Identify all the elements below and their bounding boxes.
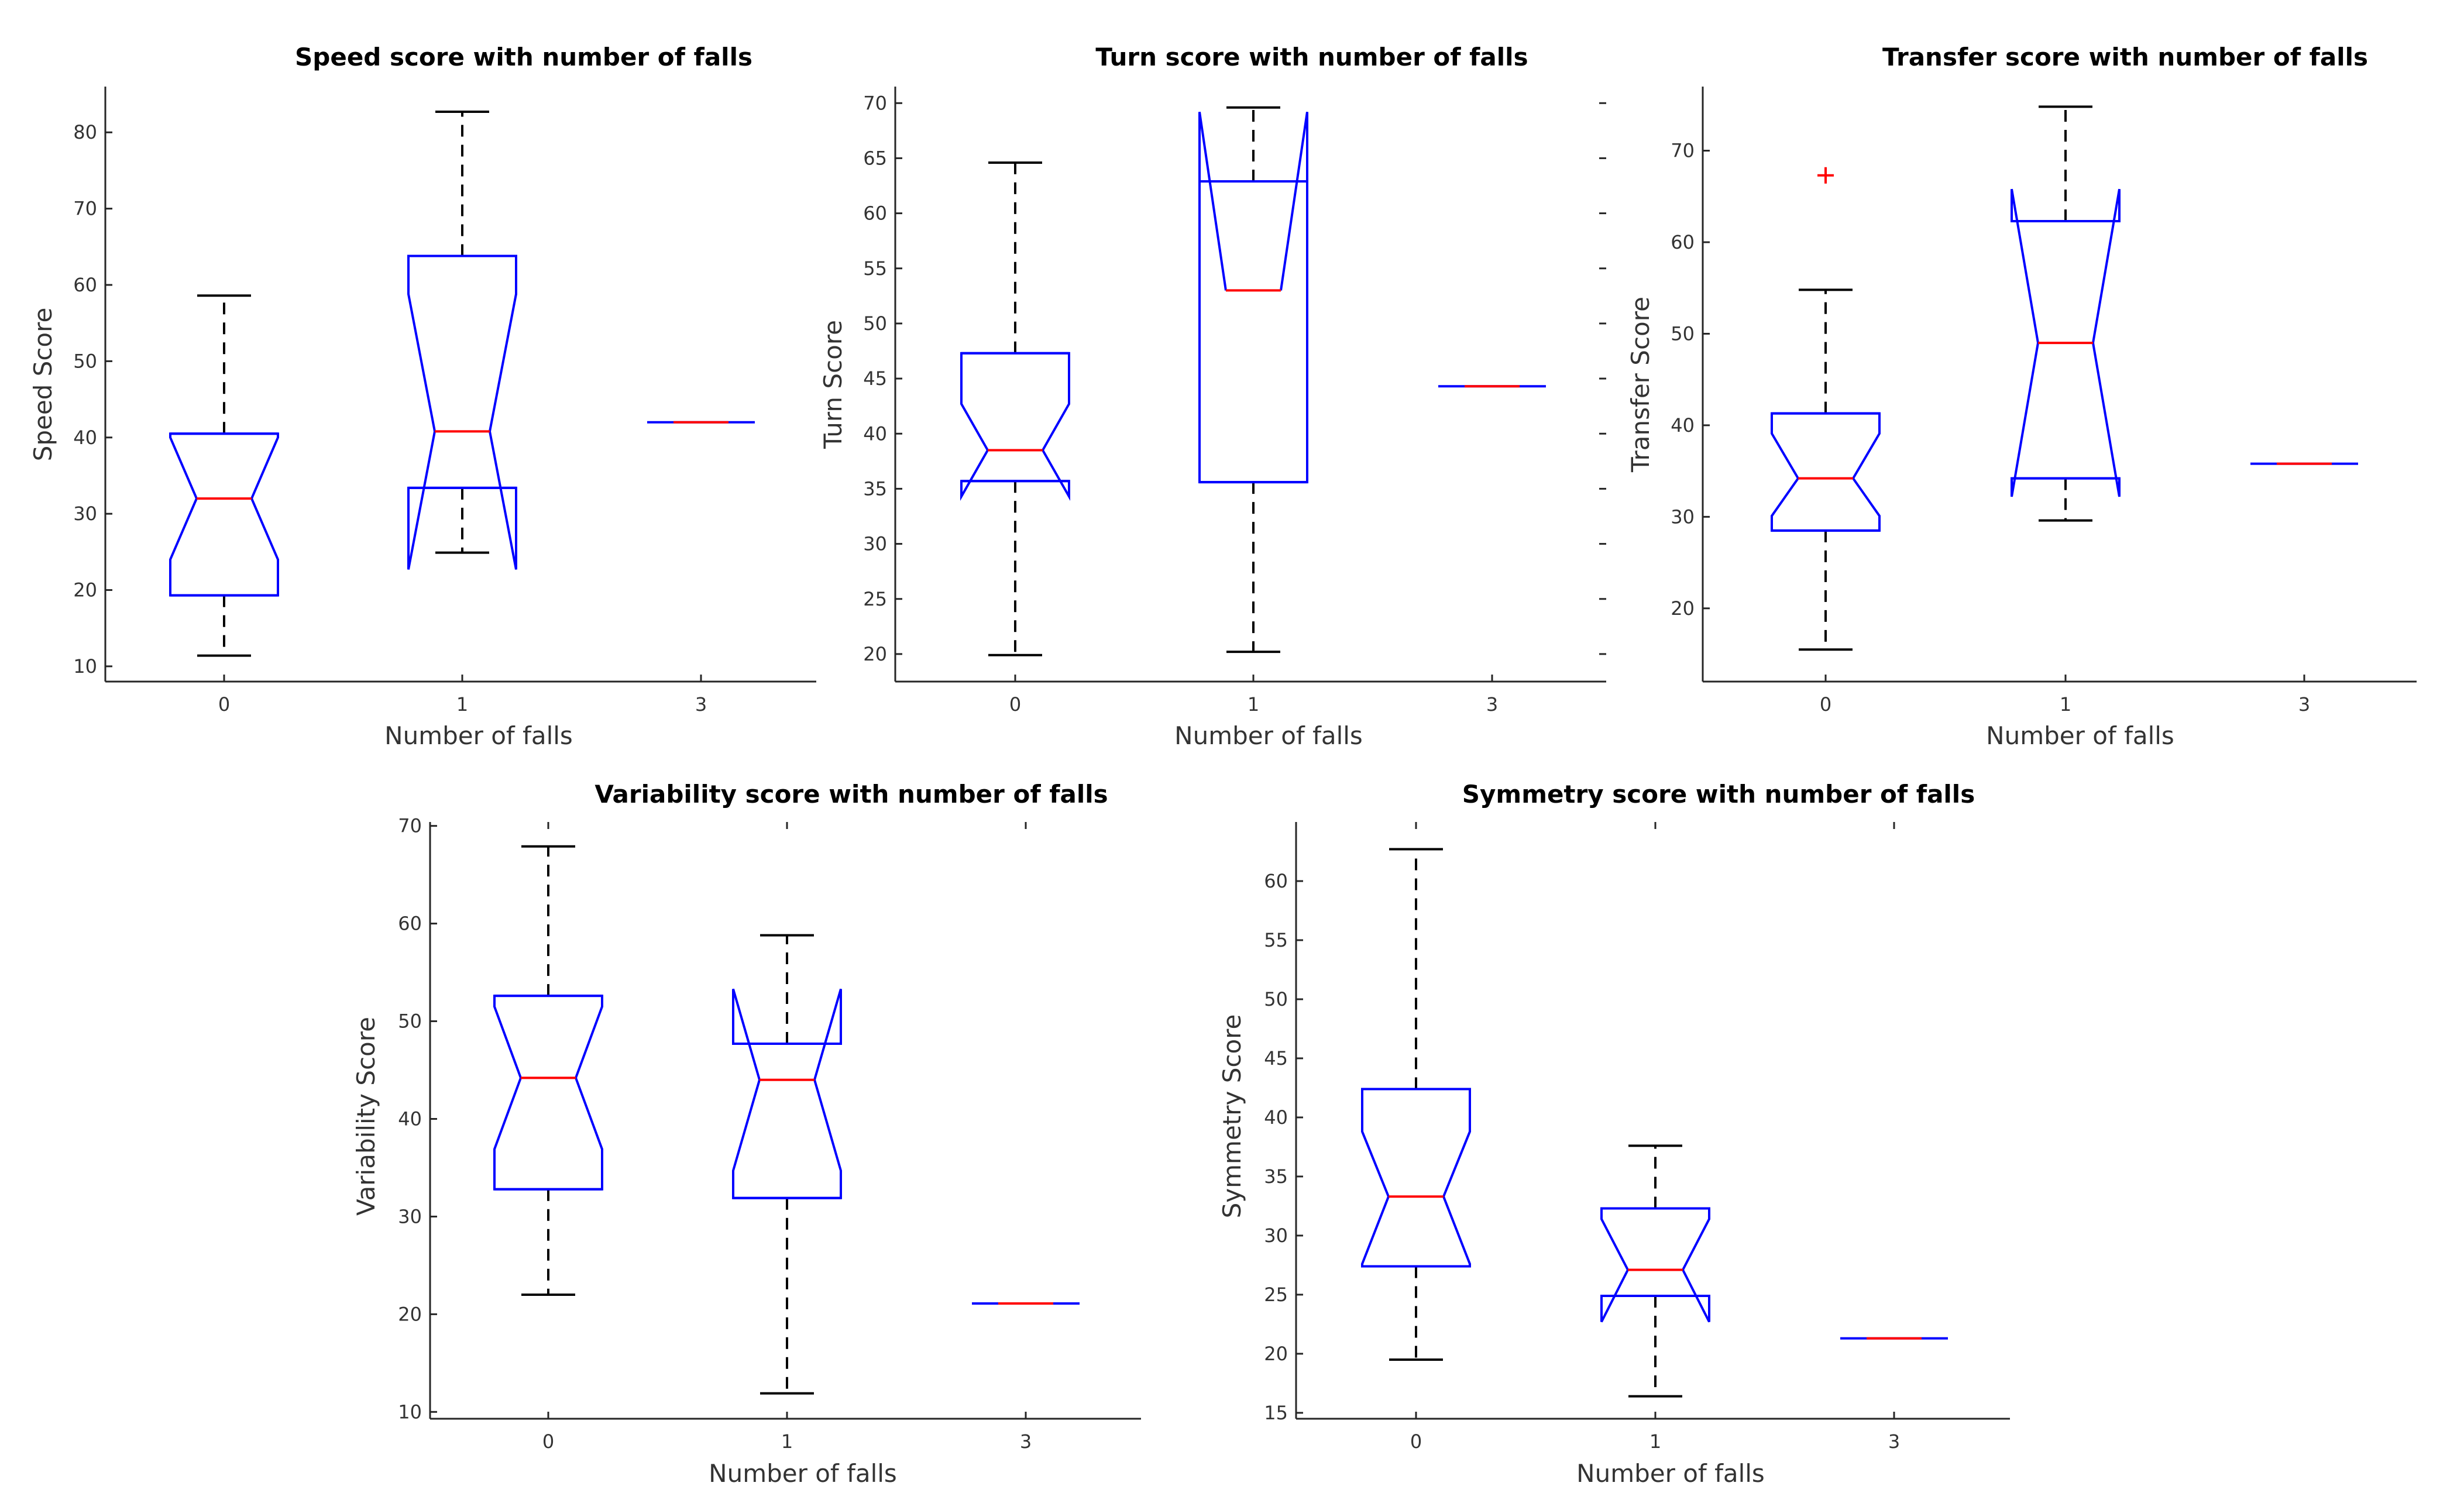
speed-ytick-label: 10: [73, 655, 97, 677]
speed-ylabel: Speed Score: [29, 308, 57, 462]
variability-ytick-label: 40: [398, 1107, 422, 1130]
transfer-ylabel: Transfer Score: [1626, 297, 1655, 473]
transfer-box-0: [1771, 167, 1881, 651]
variability-xlabel: Number of falls: [709, 1459, 897, 1488]
symmetry-notched-box: [1361, 1088, 1471, 1268]
turn-ylabel: Turn Score: [819, 320, 847, 449]
speed-xtick-label: 3: [695, 693, 707, 716]
transfer-xtick-label: 1: [2060, 693, 2071, 716]
symmetry-ytick-label: 40: [1264, 1106, 1288, 1129]
turn-ytick-label: 55: [863, 257, 887, 280]
speed-ytick-label: 80: [73, 121, 97, 143]
speed-notched-box: [169, 432, 279, 597]
symmetry-box-0: [1361, 848, 1471, 1361]
variability-ytick-label: 60: [398, 913, 422, 935]
variability-ylabel: Variability Score: [352, 1017, 380, 1216]
symmetry-ytick-label: 25: [1264, 1284, 1288, 1306]
speed-title: Speed score with number of falls: [295, 43, 752, 71]
variability-ytick-label: 10: [398, 1401, 422, 1423]
variability-title: Variability score with number of falls: [594, 780, 1108, 809]
turn-ytick-label: 45: [863, 367, 887, 390]
symmetry-ytick-label: 35: [1264, 1165, 1288, 1188]
speed-ytick-label: 50: [73, 350, 97, 372]
transfer-ytick-label: 50: [1671, 322, 1695, 345]
turn-xlabel: Number of falls: [1174, 721, 1363, 750]
symmetry-xlabel: Number of falls: [1576, 1459, 1765, 1488]
symmetry-ytick-label: 45: [1264, 1047, 1288, 1069]
variability-box-0: [493, 845, 603, 1296]
speed-box-0: [169, 294, 279, 657]
turn-box-1: [1198, 106, 1308, 653]
transfer-ytick-label: 30: [1671, 505, 1695, 528]
symmetry-chart: 15 20 25 30 35 40 45 50 55 60 0 1 3 Symmetry score wi…: [1218, 780, 2010, 1488]
turn-ytick-label: 35: [863, 477, 887, 500]
turn-ytick-label: 70: [863, 92, 887, 114]
turn-ytick-label: 30: [863, 533, 887, 555]
variability-notched-box: [493, 995, 603, 1191]
transfer-notched-box: [1771, 412, 1881, 532]
variability-xtick-label: 0: [542, 1430, 554, 1453]
speed-ytick-label: 30: [73, 503, 97, 525]
turn-ytick-label: 20: [863, 643, 887, 665]
turn-xtick-label: 3: [1486, 693, 1498, 716]
turn-notched-box: [960, 352, 1070, 501]
turn-title: Turn score with number of falls: [1095, 43, 1528, 71]
speed-xtick-label: 1: [456, 693, 468, 716]
symmetry-ylabel: Symmetry Score: [1218, 1014, 1246, 1219]
transfer-ytick-label: 20: [1671, 597, 1695, 620]
transfer-ytick-label: 60: [1671, 231, 1695, 253]
turn-ytick-label: 40: [863, 422, 887, 445]
variability-ytick-label: 70: [398, 815, 422, 837]
variability-xtick-label: 3: [1020, 1430, 1032, 1453]
turn-notched-box: [1198, 112, 1308, 484]
turn-box-0: [960, 161, 1070, 656]
transfer-ytick-label: 70: [1671, 140, 1695, 162]
symmetry-xtick-label: 3: [1888, 1430, 1900, 1453]
transfer-chart: 20 30 40 50 60 70 0 1 3 Transfer score with numbe…: [1626, 43, 2417, 750]
transfer-outlier: [1817, 167, 1834, 184]
speed-ytick-label: 70: [73, 198, 97, 220]
turn-ytick-label: 65: [863, 147, 887, 169]
symmetry-ytick-label: 50: [1264, 988, 1288, 1010]
turn-xtick-label: 0: [1009, 693, 1021, 716]
speed-notched-box: [407, 254, 517, 570]
turn-ytick-label: 60: [863, 202, 887, 225]
turn-xtick-label: 1: [1248, 693, 1259, 716]
variability-box-1: [732, 934, 842, 1395]
transfer-xtick-label: 0: [1820, 693, 1831, 716]
variability-ytick-label: 30: [398, 1205, 422, 1227]
transfer-ytick-label: 40: [1671, 414, 1695, 436]
symmetry-title: Symmetry score with number of falls: [1462, 780, 1975, 809]
transfer-title: Transfer score with number of falls: [1882, 43, 2368, 71]
symmetry-box-1: [1600, 1144, 1710, 1398]
turn-ytick-label: 25: [863, 588, 887, 610]
speed-box-1: [407, 111, 517, 570]
transfer-xlabel: Number of falls: [1986, 721, 2174, 750]
variability-ytick-label: 20: [398, 1303, 422, 1325]
speed-chart: 10 20 30 40 50 60 70 80 0 1 3 Speed score with numb…: [29, 43, 816, 750]
variability-xtick-label: 1: [781, 1430, 793, 1453]
speed-ytick-label: 40: [73, 426, 97, 449]
symmetry-ytick-label: 60: [1264, 870, 1288, 892]
speed-ytick-label: 20: [73, 579, 97, 601]
turn-chart: 20 25 30 35 40 45 50 55 60 65 70 0 1 3 Turn score with…: [819, 43, 1606, 750]
symmetry-ytick-label: 30: [1264, 1224, 1288, 1247]
symmetry-xtick-label: 0: [1410, 1430, 1422, 1453]
symmetry-ytick-label: 15: [1264, 1402, 1288, 1424]
speed-xlabel: Number of falls: [384, 721, 573, 750]
turn-ytick-label: 50: [863, 312, 887, 335]
variability-chart: 10 20 30 40 50 60 70 0 1 3 Variability score with …: [352, 780, 1141, 1488]
variability-ytick-label: 50: [398, 1010, 422, 1033]
speed-xtick-label: 0: [218, 693, 230, 716]
symmetry-ytick-label: 20: [1264, 1343, 1288, 1365]
transfer-xtick-label: 3: [2298, 693, 2310, 716]
transfer-box-1: [2011, 105, 2121, 522]
speed-ytick-label: 60: [73, 274, 97, 296]
symmetry-xtick-label: 1: [1649, 1430, 1661, 1453]
symmetry-ytick-label: 55: [1264, 929, 1288, 951]
